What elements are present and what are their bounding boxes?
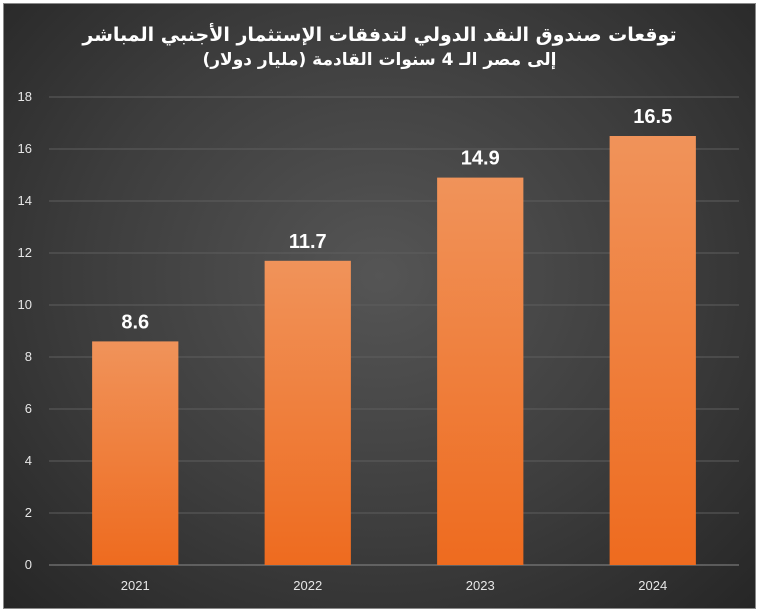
bar-2024 (609, 136, 696, 565)
y-tick-label: 4 (25, 453, 32, 468)
bar-2023 (437, 177, 524, 565)
y-tick-label: 0 (25, 557, 32, 572)
y-tick-label: 12 (18, 245, 32, 260)
data-label-2024: 16.5 (633, 106, 672, 128)
y-axis: 0 2 4 6 8 10 12 14 16 18 (18, 89, 32, 572)
data-label-2023: 14.9 (461, 148, 500, 170)
x-tick-label: 2023 (466, 578, 495, 593)
bar-2021 (92, 341, 179, 565)
y-tick-label: 14 (18, 193, 32, 208)
y-tick-label: 6 (25, 401, 32, 416)
data-labels: 8.6 11.7 14.9 16.5 (121, 106, 672, 333)
y-tick-label: 8 (25, 349, 32, 364)
chart-title-line: توقعات صندوق النقد الدولي لتدفقات الإستث… (82, 24, 677, 46)
y-tick-label: 2 (25, 505, 32, 520)
bars (92, 136, 696, 565)
bar-2022 (264, 260, 351, 565)
data-label-2021: 8.6 (121, 311, 149, 333)
chart-frame: توقعات صندوق النقد الدولي لتدفقات الإستث… (3, 3, 756, 609)
x-tick-label: 2021 (121, 578, 150, 593)
y-tick-label: 18 (18, 89, 32, 104)
x-tick-label: 2022 (293, 578, 322, 593)
y-tick-label: 10 (18, 297, 32, 312)
chart-subtitle-line: إلى مصر الـ 4 سنوات القادمة (مليار دولار… (202, 50, 557, 70)
chart-title: توقعات صندوق النقد الدولي لتدفقات الإستث… (44, 22, 715, 72)
bar-chart: 0 2 4 6 8 10 12 14 16 18 8.6 11.7 14.9 16.5 2021 2022… (18, 89, 739, 593)
y-tick-label: 16 (18, 141, 32, 156)
x-tick-label: 2024 (638, 578, 667, 593)
x-axis: 2021 2022 2023 2024 (121, 578, 667, 593)
data-label-2022: 11.7 (289, 231, 327, 253)
